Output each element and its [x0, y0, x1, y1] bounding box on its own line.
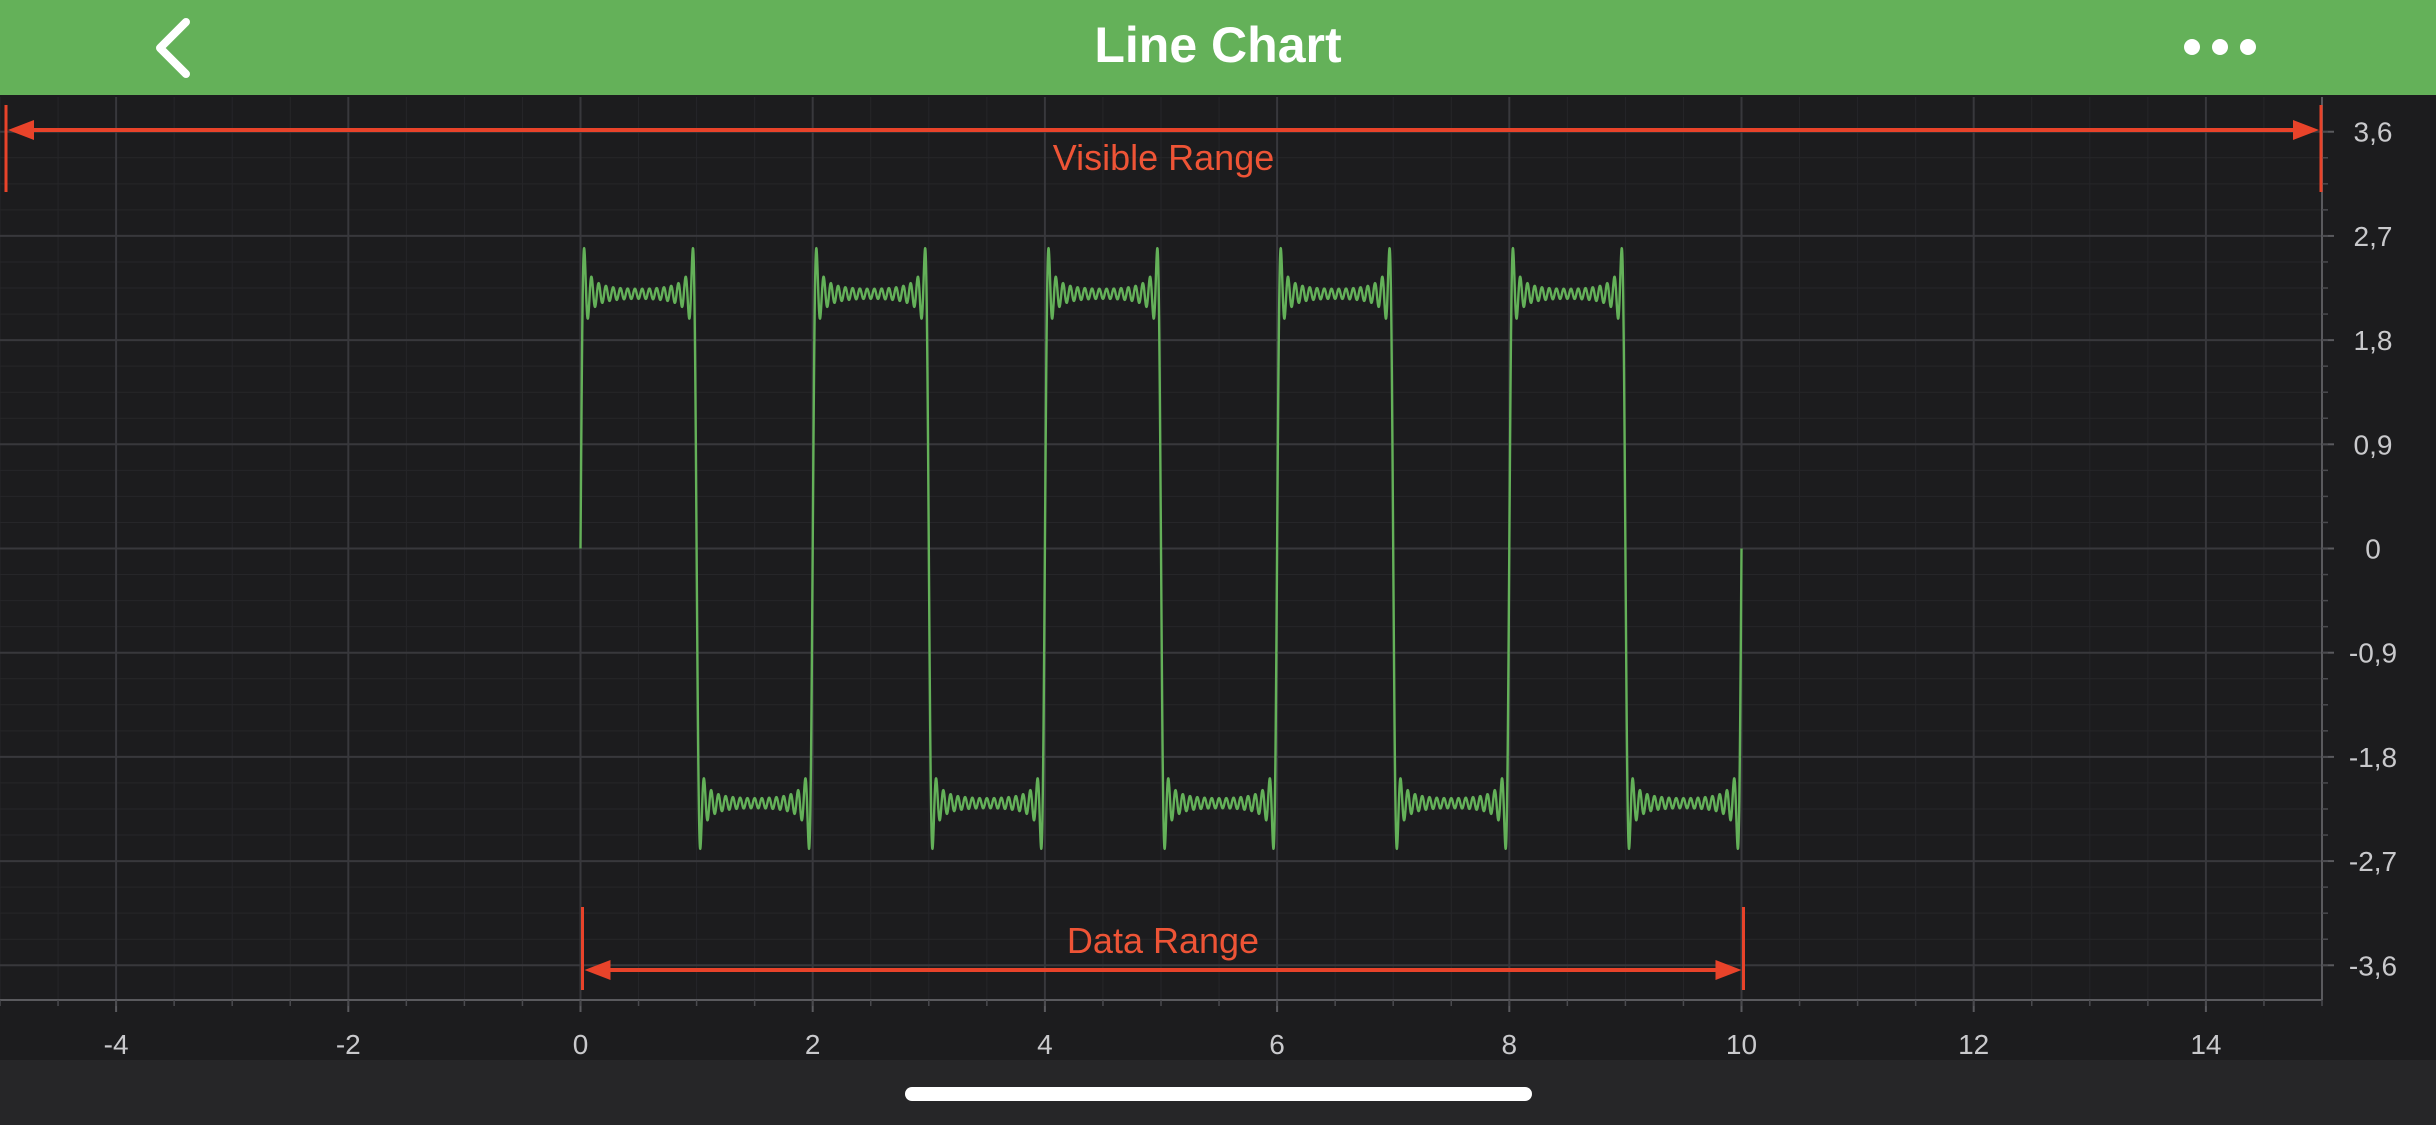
more-horizontal-icon [2184, 39, 2256, 55]
visible-range-annotation: Visible Range [4, 105, 2323, 192]
y-tick-label: 0,9 [2354, 429, 2393, 460]
x-tick-labels: -4 -2 0 2 4 6 8 10 12 14 [104, 1029, 2222, 1060]
x-tick-label: 0 [573, 1029, 589, 1060]
home-indicator[interactable] [905, 1087, 1532, 1101]
axes [0, 97, 2334, 1012]
data-range-annotation: Data Range [581, 907, 1745, 990]
line-chart[interactable]: -4 -2 0 2 4 6 8 10 12 14 3,6 2,7 1,8 0,9 0 -0,9 -1,8 -2,… [0, 95, 2436, 1060]
visible-range-left-arrow [8, 120, 34, 140]
y-tick-label: -1,8 [2349, 742, 2397, 773]
chart-svg: -4 -2 0 2 4 6 8 10 12 14 3,6 2,7 1,8 0,9 0 -0,9 -1,8 -2,… [0, 95, 2436, 1060]
data-range-label: Data Range [1067, 920, 1259, 961]
page-title: Line Chart [1094, 17, 1342, 73]
y-tick-label: -2,7 [2349, 846, 2397, 877]
nav-bar: Line Chart [0, 0, 2436, 95]
x-tick-label: -2 [336, 1029, 361, 1060]
x-tick-label: 12 [1958, 1029, 1989, 1060]
x-tick-label: 2 [805, 1029, 821, 1060]
chevron-left-icon [156, 18, 190, 78]
data-range-right-arrow [1715, 960, 1742, 980]
x-tick-label: 10 [1726, 1029, 1757, 1060]
y-tick-label: 2,7 [2354, 221, 2393, 252]
x-tick-label: 4 [1037, 1029, 1053, 1060]
visible-range-right-arrow [2293, 120, 2319, 140]
y-tick-label: -3,6 [2349, 950, 2397, 981]
x-tick-label: 8 [1502, 1029, 1518, 1060]
x-tick-label: 6 [1269, 1029, 1285, 1060]
y-tick-label: 0 [2365, 534, 2381, 565]
x-tick-label: -4 [104, 1029, 129, 1060]
visible-range-label: Visible Range [1053, 137, 1274, 178]
more-button[interactable] [2170, 20, 2270, 75]
y-tick-label: 1,8 [2354, 325, 2393, 356]
y-tick-label: -0,9 [2349, 638, 2397, 669]
x-tick-label: 14 [2190, 1029, 2221, 1060]
data-range-left-arrow [584, 960, 611, 980]
series-line [579, 246, 1743, 851]
y-tick-labels: 3,6 2,7 1,8 0,9 0 -0,9 -1,8 -2,7 -3,6 [2349, 117, 2397, 982]
y-tick-label: 3,6 [2354, 117, 2393, 148]
annotations: Visible Range Data Range [4, 105, 2323, 990]
chart-background [0, 95, 2436, 1060]
back-button[interactable] [140, 10, 210, 85]
